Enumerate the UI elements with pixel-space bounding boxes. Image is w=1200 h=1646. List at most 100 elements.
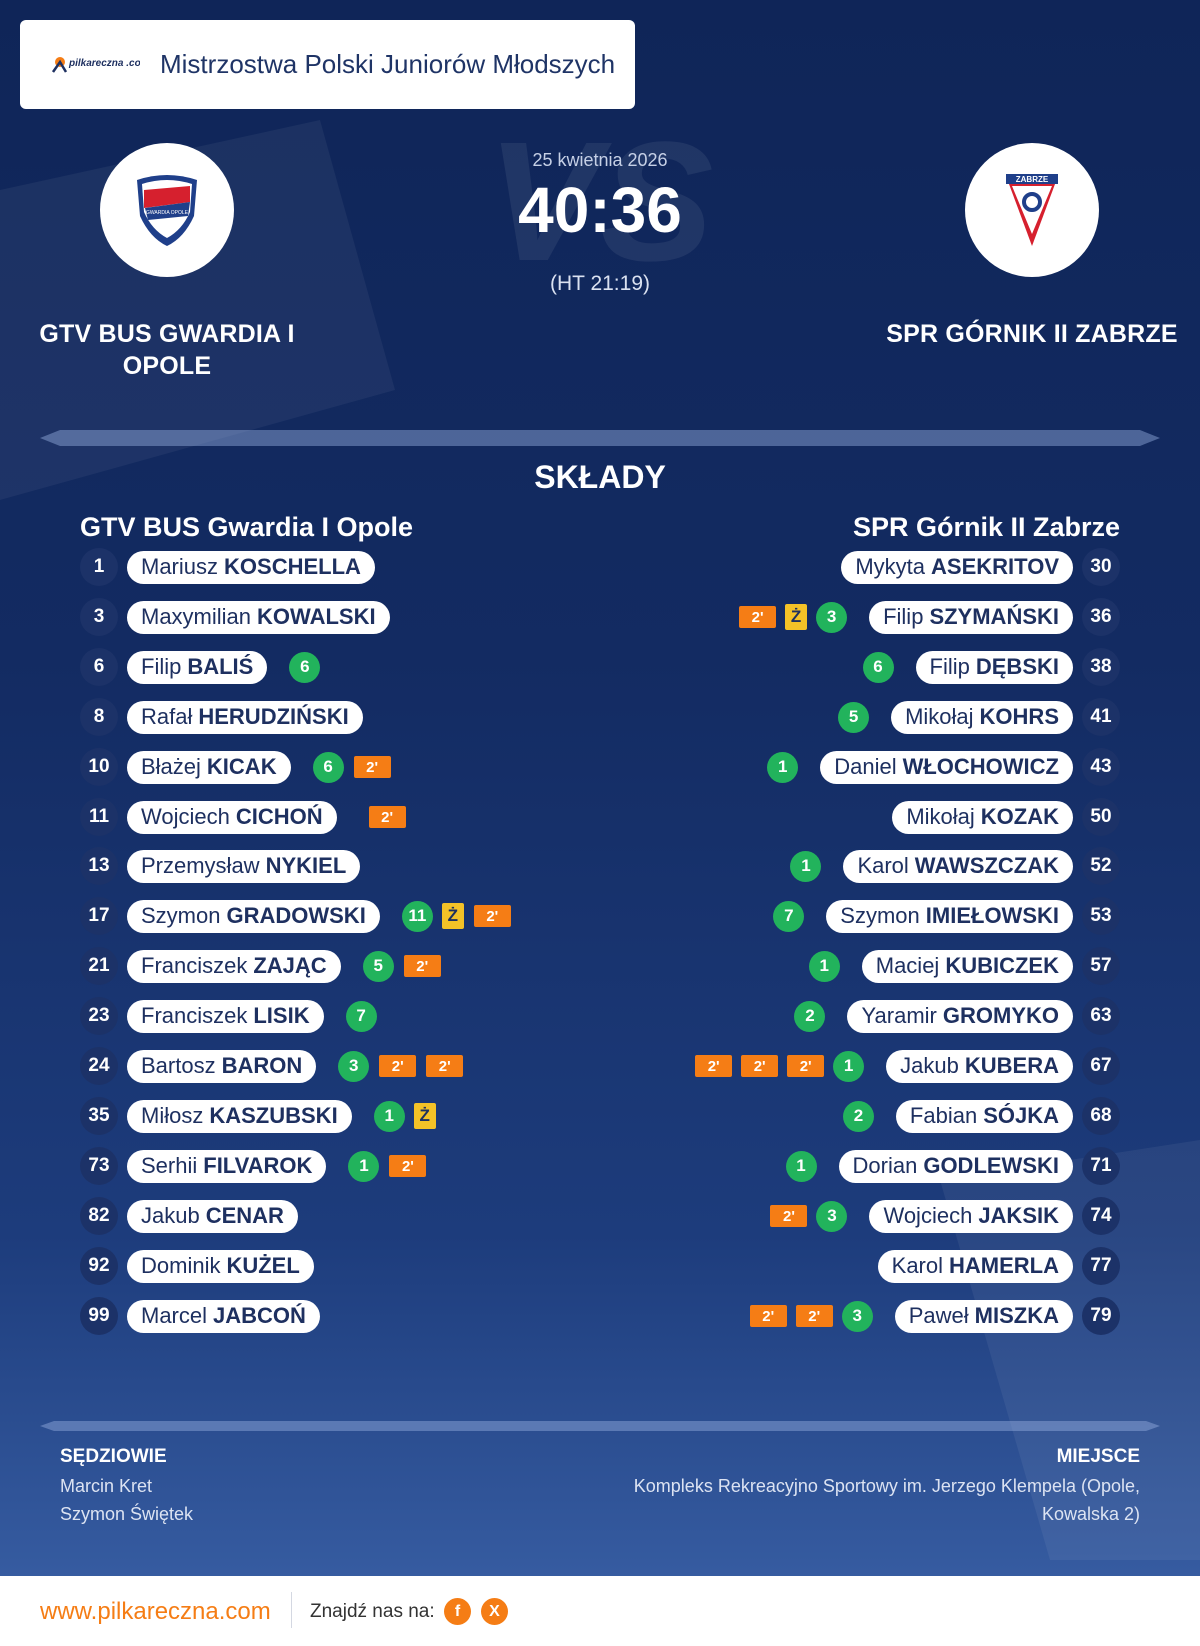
suspension-badge: 2': [368, 806, 406, 828]
player-first-name: Paweł: [908, 1303, 969, 1328]
referees-label: SĘDZIOWIE: [60, 1446, 167, 1467]
away-team-name: SPR GÓRNIK II ZABRZE: [886, 320, 1178, 348]
player-name: Maciej KUBICZEK: [861, 949, 1073, 983]
player-last-name: WAWSZCZAK: [914, 853, 1059, 878]
player-row: 67 Jakub KUBERA 1 2' 2' 2': [695, 1047, 1120, 1085]
shirt-number: 82: [80, 1197, 118, 1235]
player-events: 3 2' 2': [749, 1300, 873, 1332]
player-last-name: BALIŚ: [187, 654, 254, 679]
home-team-name: GTV BUS GWARDIA I OPOLE: [39, 320, 295, 380]
shirt-number: 43: [1082, 748, 1120, 786]
shirt-number: 24: [80, 1047, 118, 1085]
player-name: Franciszek ZAJĄC: [127, 949, 341, 983]
goals-badge: 1: [808, 950, 840, 982]
goals-badge: 7: [345, 1000, 377, 1032]
crest-text: ZABRZE: [1016, 175, 1049, 184]
player-events: 6: [862, 651, 894, 683]
away-lineup-title: SPR Górnik II Zabrze: [852, 512, 1120, 542]
shirt-number: 38: [1082, 648, 1120, 686]
player-name: Miłosz KASZUBSKI: [127, 1099, 352, 1133]
suspension-badge: 2': [695, 1055, 733, 1077]
player-name: Filip BALIŚ: [127, 650, 268, 684]
player-last-name: KUŻEL: [226, 1253, 300, 1278]
shirt-number: 36: [1082, 598, 1120, 636]
player-events: 1: [790, 850, 822, 882]
suspension-badge: 2': [473, 905, 511, 927]
player-row: 10 Błażej KICAK 6 2': [80, 748, 391, 786]
player-events: 5: [838, 701, 870, 733]
player-events: 1: [767, 751, 799, 783]
logo-text: pilkareczna .com: [68, 58, 140, 69]
player-row: 99 Marcel JABCOŃ: [80, 1297, 342, 1335]
player-row: 57 Maciej KUBICZEK 1: [808, 947, 1120, 985]
suspension-badge: 2': [795, 1305, 833, 1327]
player-last-name: GRADOWSKI: [226, 903, 366, 928]
player-last-name: FILVAROK: [203, 1153, 313, 1178]
player-row: 79 Paweł MISZKA 3 2' 2': [749, 1297, 1120, 1335]
player-first-name: Bartosz: [141, 1053, 216, 1078]
shirt-number: 11: [80, 798, 118, 836]
player-name: Wojciech CICHOŃ: [127, 800, 337, 834]
goals-badge: 3: [338, 1050, 370, 1082]
shirt-number: 1: [80, 548, 118, 586]
player-name: Jakub CENAR: [127, 1199, 298, 1233]
player-first-name: Szymon: [141, 903, 221, 928]
player-row: 63 Yaramir GROMYKO 2: [794, 997, 1120, 1035]
player-row: 68 Fabian SÓJKA 2: [842, 1097, 1120, 1135]
player-first-name: Yaramir: [861, 1003, 937, 1028]
player-name: Mariusz KOSCHELLA: [127, 550, 375, 584]
goals-badge: 5: [838, 701, 870, 733]
goals-badge: 1: [373, 1100, 405, 1132]
yellow-card-badge: Ż: [413, 1103, 436, 1129]
player-row: 53 Szymon IMIEŁOWSKI 7: [773, 897, 1120, 935]
player-first-name: Błażej: [141, 754, 201, 779]
player-events: 1: [808, 950, 840, 982]
player-first-name: Maxymilian: [141, 604, 252, 629]
player-last-name: ZAJĄC: [253, 953, 327, 978]
player-events: 3 2': [770, 1200, 848, 1232]
suspension-badge: 2': [389, 1155, 427, 1177]
player-last-name: DĘBSKI: [975, 654, 1059, 679]
player-last-name: GROMYKO: [942, 1003, 1059, 1028]
player-name: Szymon IMIEŁOWSKI: [826, 899, 1073, 933]
venue-label: MIEJSCE: [1056, 1446, 1140, 1467]
player-row: 24 Bartosz BARON 3 2' 2': [80, 1047, 464, 1085]
facebook-icon[interactable]: f: [444, 1598, 471, 1625]
player-last-name: ASEKRITOV: [931, 554, 1059, 579]
referees-list: Marcin Kret Szymon Świętek: [60, 1472, 193, 1528]
shirt-number: 67: [1082, 1047, 1120, 1085]
player-events: 2: [842, 1100, 874, 1132]
player-first-name: Franciszek: [141, 953, 248, 978]
goals-badge: 2: [794, 1000, 826, 1032]
player-first-name: Jakub: [900, 1053, 959, 1078]
player-last-name: IMIEŁOWSKI: [925, 903, 1059, 928]
player-row: 92 Dominik KUŻEL: [80, 1247, 336, 1285]
x-icon[interactable]: X: [481, 1598, 508, 1625]
player-row: 38 Filip DĘBSKI 6: [862, 648, 1120, 686]
player-first-name: Miłosz: [141, 1103, 204, 1128]
divider: [40, 1421, 1160, 1431]
player-first-name: Rafał: [141, 704, 193, 729]
player-name: Rafał HERUDZIŃSKI: [127, 700, 363, 734]
player-events: 7: [345, 1000, 377, 1032]
shirt-number: 99: [80, 1297, 118, 1335]
player-name: Fabian SÓJKA: [895, 1099, 1073, 1133]
shirt-number: 3: [80, 598, 118, 636]
player-first-name: Dominik: [141, 1253, 221, 1278]
suspension-badge: 2': [379, 1055, 417, 1077]
gornik-pennant-icon: ZABRZE: [1006, 174, 1058, 246]
player-name: Przemysław NYKIEL: [127, 849, 361, 883]
shirt-number: 52: [1082, 847, 1120, 885]
goals-badge: 7: [773, 900, 805, 932]
shirt-number: 71: [1082, 1147, 1120, 1185]
pilkareczna-logo: pilkareczna .com: [51, 57, 140, 73]
player-name: Szymon GRADOWSKI: [127, 899, 380, 933]
player-row: 74 Wojciech JAKSIK 3 2': [770, 1197, 1120, 1235]
away-team-crest: ZABRZE: [965, 143, 1099, 277]
shirt-number: 73: [80, 1147, 118, 1185]
player-row: 36 Filip SZYMAŃSKI 3 Ż 2': [739, 598, 1120, 636]
player-row: 17 Szymon GRADOWSKI 11 Ż 2': [80, 897, 511, 935]
player-events: 7: [773, 900, 805, 932]
site-link[interactable]: www.pilkareczna.com: [40, 1598, 271, 1625]
player-first-name: Serhii: [141, 1153, 198, 1178]
